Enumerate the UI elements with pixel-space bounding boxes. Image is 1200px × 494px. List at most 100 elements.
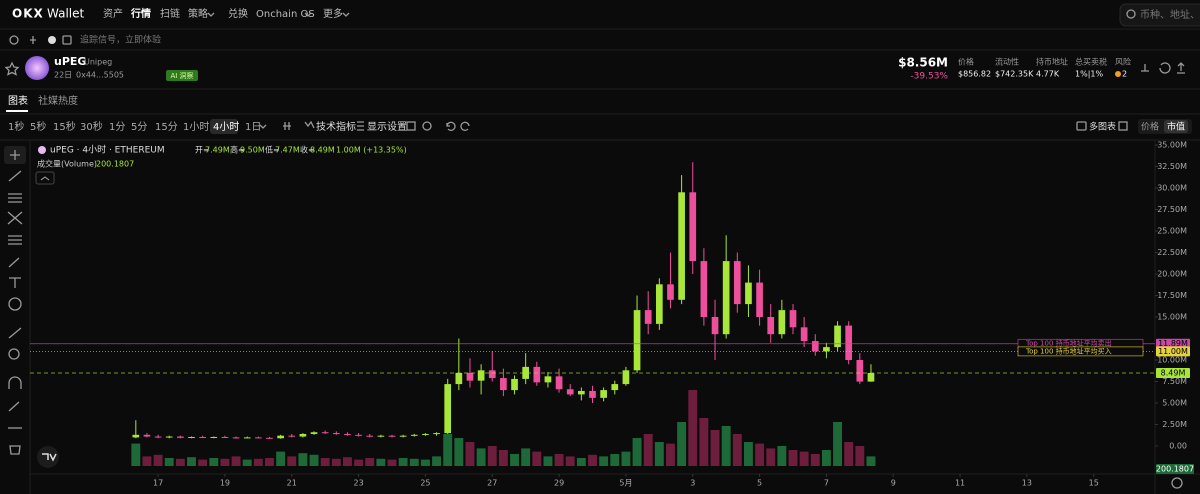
drawing-toolbar: [4, 146, 26, 455]
volume-bar: [532, 451, 542, 466]
compare-icon[interactable]: [283, 122, 291, 130]
collapse-chevron: [40, 176, 50, 181]
legend-key: 收=: [300, 145, 315, 155]
candle-body: [177, 436, 184, 438]
candle-body: [722, 261, 730, 335]
candle-body: [767, 317, 775, 335]
volume-bar: [743, 442, 753, 466]
clock-icon[interactable]: [9, 35, 19, 45]
interval[interactable]: 1日: [245, 122, 261, 133]
nav-item[interactable]: 策略: [188, 7, 208, 20]
stat-value: 4.77K: [1036, 70, 1060, 79]
candle-body: [667, 284, 674, 300]
interval[interactable]: 5分: [131, 121, 147, 133]
candle-body: [700, 261, 708, 317]
search-box[interactable]: [1119, 3, 1200, 27]
mode[interactable]: 市值: [1167, 121, 1185, 133]
token-symbol: uPEG: [54, 55, 86, 68]
multi-chart[interactable]: 多图表: [1089, 121, 1116, 133]
stat-label: 风险: [1115, 57, 1131, 67]
chart: uPEG · 4小时 · ETHEREUM 开=7.49M 高=9.50M 低=7.4…: [30, 141, 1194, 488]
fullscreen-icon[interactable]: [1118, 121, 1128, 131]
candle-body: [811, 341, 819, 352]
volume-bar: [710, 430, 720, 466]
interval[interactable]: 15秒: [53, 120, 76, 133]
signal-icon[interactable]: [48, 36, 56, 44]
interval[interactable]: 1小时: [183, 121, 209, 133]
volume-bar: [209, 458, 219, 466]
interval[interactable]: 1秒: [8, 120, 24, 133]
ai-tag[interactable]: AI 洞察: [170, 71, 193, 80]
price-change: -39.53%: [910, 72, 948, 82]
interval[interactable]: 1分: [109, 121, 125, 133]
volume-bar: [521, 448, 531, 466]
y-tick-label: 15.00M: [1157, 313, 1187, 322]
interval[interactable]: 5秒: [30, 120, 46, 133]
volume-bar: [131, 443, 141, 466]
tab[interactable]: 社媒热度: [38, 94, 78, 107]
tab[interactable]: 图表: [8, 94, 28, 107]
token-address[interactable]: 0x44...5505: [76, 71, 124, 80]
interval[interactable]: 4小时: [213, 121, 239, 133]
brush-tool[interactable]: [8, 257, 20, 268]
stat-value: 1%|1%: [1075, 70, 1103, 79]
volume-bar: [766, 448, 776, 466]
risk-dot: [1115, 71, 1121, 77]
box-icon[interactable]: [62, 35, 72, 45]
multi-chart-icon[interactable]: [1076, 121, 1087, 131]
settings-list-icon[interactable]: [357, 121, 364, 131]
y-tick-label: 17.50M: [1157, 291, 1187, 300]
line-tool[interactable]: [8, 170, 22, 182]
undo-redo-icons[interactable]: [446, 121, 470, 131]
volume-bar: [666, 443, 675, 466]
fib-tool[interactable]: [8, 235, 22, 245]
candle-body: [466, 372, 474, 381]
y-tick-label: 22.50M: [1157, 248, 1187, 257]
nav-item[interactable]: 扫链: [160, 7, 180, 20]
filter-icon[interactable]: [30, 36, 36, 44]
interval[interactable]: 30秒: [80, 120, 103, 133]
volume-bar: [654, 442, 664, 466]
volume-bar: [588, 454, 597, 466]
mode[interactable]: 价格: [1141, 121, 1159, 133]
legend-symbol: uPEG · 4小时 · ETHEREUM: [50, 144, 165, 156]
candle-body: [867, 372, 875, 382]
action-icons[interactable]: [1141, 62, 1185, 74]
measure-tool[interactable]: [8, 327, 22, 339]
legend-value: 7.49M: [205, 146, 230, 155]
y-tick-label: 30.00M: [1157, 184, 1187, 193]
nav-item[interactable]: 资产: [103, 7, 123, 20]
display-settings[interactable]: 显示设置: [367, 121, 407, 133]
delete-tool[interactable]: [9, 445, 21, 455]
nav-item[interactable]: 更多: [323, 7, 343, 20]
text-tool[interactable]: [9, 277, 21, 288]
interval[interactable]: 15分: [155, 121, 178, 133]
screenshot-icon[interactable]: [406, 121, 416, 131]
crosshair-tool[interactable]: [10, 150, 20, 160]
candle-body: [711, 317, 719, 335]
stat-value: $856.82: [958, 70, 991, 79]
emoji-tool[interactable]: [8, 297, 22, 311]
nav-item[interactable]: 兑换: [228, 7, 248, 20]
indicator-icon[interactable]: [304, 120, 315, 129]
nav-item[interactable]: Onchain OS: [256, 9, 315, 20]
favorite-star[interactable]: [4, 61, 20, 76]
channel-tool[interactable]: [8, 193, 22, 203]
volume-bar: [777, 446, 787, 466]
indicators[interactable]: 技术指标: [316, 120, 356, 133]
volume-bar: [387, 459, 397, 466]
candle-body: [544, 376, 552, 383]
volume-bar: [287, 456, 297, 466]
nav-item[interactable]: 行情: [130, 7, 151, 20]
ai-tag-bg[interactable]: [166, 70, 198, 81]
x-tick-label: 25: [420, 479, 430, 488]
pattern-tool[interactable]: [7, 211, 23, 225]
x-tick-label: 11: [955, 479, 965, 488]
magnet-tool[interactable]: [8, 376, 22, 389]
level-label-bg: [1156, 346, 1190, 357]
axis-settings[interactable]: [1171, 477, 1183, 489]
lock-tool[interactable]: [8, 401, 20, 412]
volume-bar: [543, 456, 553, 466]
gear-icon[interactable]: [422, 121, 432, 131]
zoom-tool[interactable]: [8, 348, 20, 360]
